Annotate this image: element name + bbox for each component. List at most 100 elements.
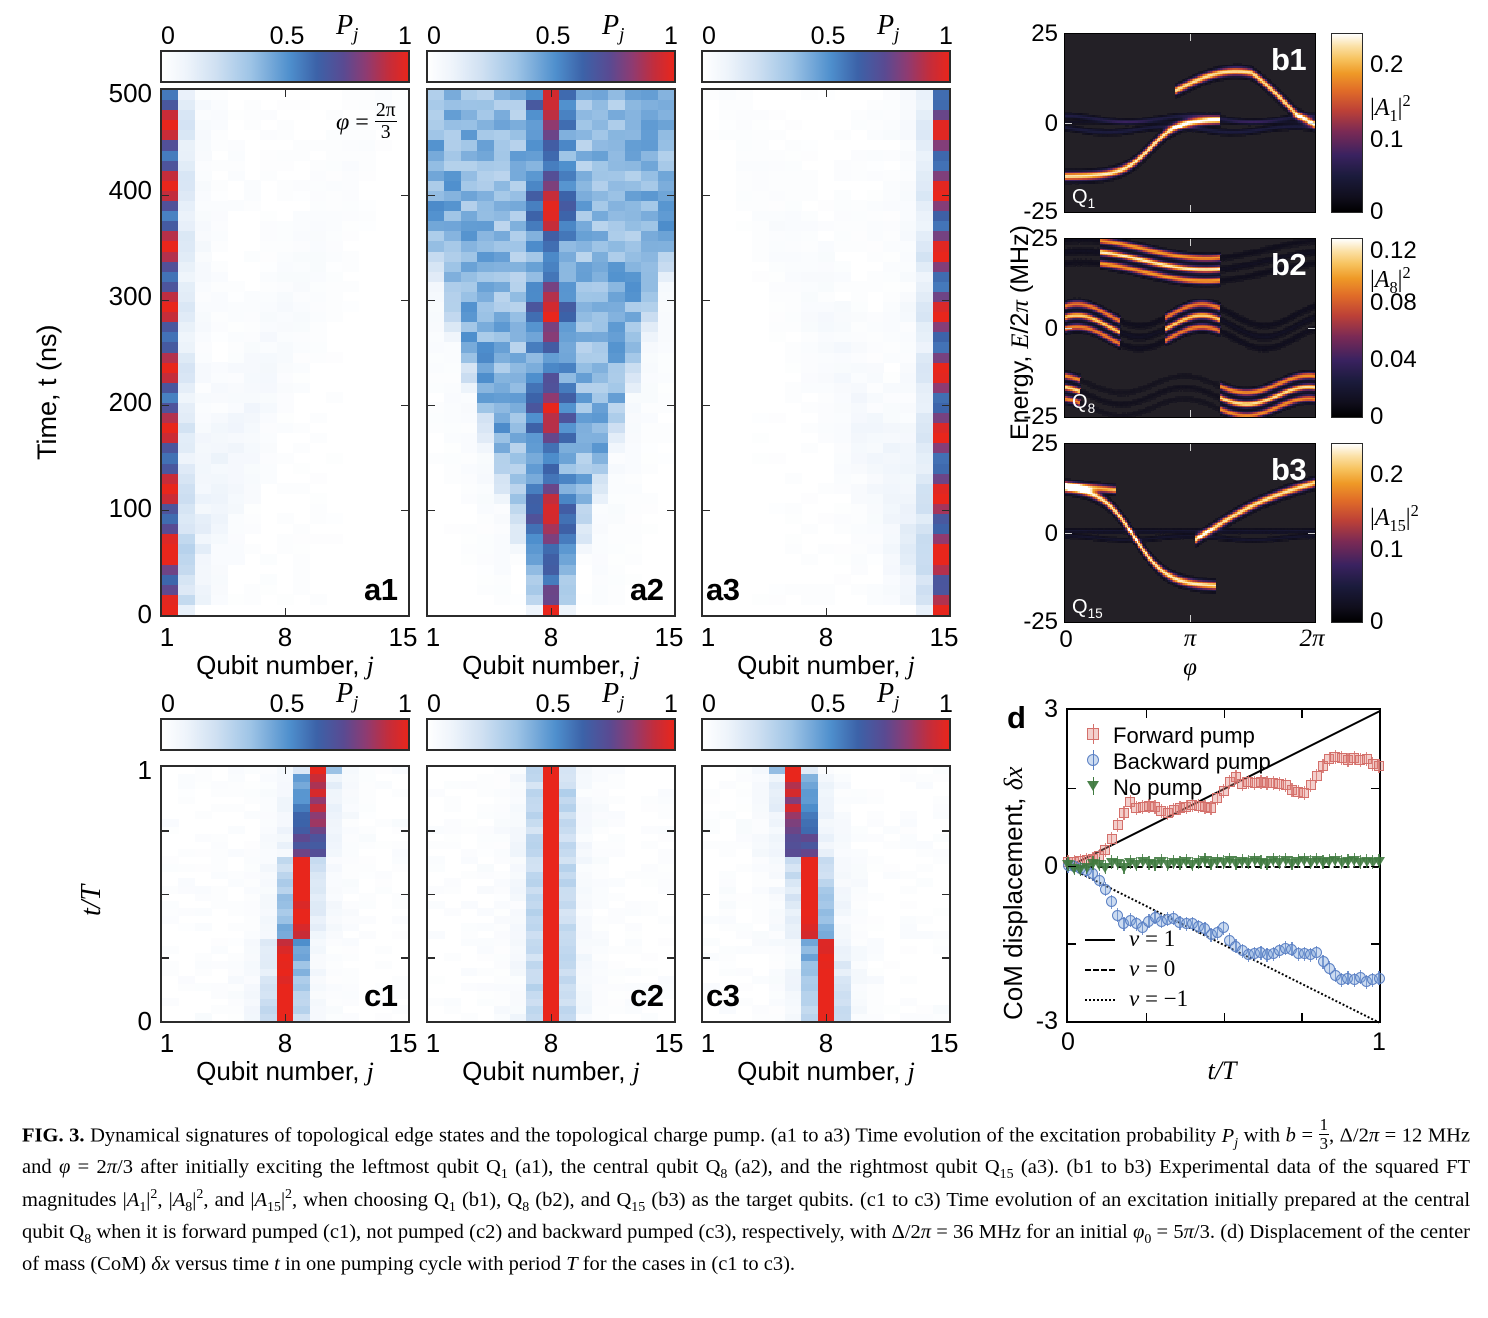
heatmap-cell	[834, 503, 851, 514]
heatmap-cell	[461, 901, 478, 909]
heatmap-cell	[326, 392, 343, 403]
heatmap-cell	[658, 221, 675, 232]
heatmap-cell	[526, 789, 543, 797]
heatmap-cell	[559, 281, 576, 292]
heatmap-cell	[576, 534, 593, 545]
heatmap-cell	[608, 231, 625, 242]
heatmap-cell	[428, 856, 445, 864]
heatmap-cell	[641, 160, 658, 171]
heatmap-cell	[752, 826, 769, 834]
heatmap-cell	[608, 100, 625, 111]
heatmap-cell	[543, 423, 560, 434]
heatmap-cell	[785, 180, 802, 191]
heatmap-cell	[178, 503, 195, 514]
heatmap-cell	[162, 180, 179, 191]
heatmap-cell	[851, 170, 868, 181]
heatmap-cell	[477, 392, 494, 403]
heatmap-cell	[559, 130, 576, 141]
heatmap-cell	[461, 473, 478, 484]
heatmap-cell	[211, 392, 228, 403]
heatmap-cell	[244, 392, 261, 403]
heatmap-cell	[162, 908, 179, 916]
heatmap-cell	[736, 789, 753, 797]
heatmap-cell	[559, 291, 576, 302]
heatmap-cell	[608, 513, 625, 524]
heatmap-cell	[608, 463, 625, 474]
heatmap-cell	[883, 423, 900, 434]
heatmap-cell	[477, 826, 494, 834]
heatmap-cell	[444, 453, 461, 464]
heatmap-cell	[608, 893, 625, 901]
heatmap-cell	[211, 433, 228, 444]
heatmap-cell	[162, 864, 179, 872]
heatmap-cell	[543, 180, 560, 191]
heatmap-cell	[818, 544, 835, 555]
heatmap-cell	[277, 864, 294, 872]
heatmap-cell	[818, 241, 835, 252]
heatmap-cell	[359, 871, 376, 879]
panel-c2-xlabel: Qubit number, j	[462, 1058, 640, 1085]
heatmap-cell	[526, 241, 543, 252]
heatmap-cell	[228, 789, 245, 797]
heatmap-cell	[658, 433, 675, 444]
heatmap-cell	[576, 140, 593, 151]
heatmap-cell	[428, 130, 445, 141]
heatmap-cell	[752, 110, 769, 121]
heatmap-cell	[494, 574, 511, 585]
heatmap-cell	[576, 473, 593, 484]
heatmap-cell	[228, 901, 245, 909]
heatmap-cell	[933, 849, 950, 857]
heatmap-cell	[310, 856, 327, 864]
heatmap-cell	[326, 513, 343, 524]
heatmap-cell	[658, 382, 675, 393]
heatmap-cell	[510, 271, 527, 282]
heatmap-cell	[494, 473, 511, 484]
heatmap-cell	[785, 819, 802, 827]
heatmap-cell	[851, 200, 868, 211]
heatmap-cell	[736, 200, 753, 211]
heatmap-cell	[933, 796, 950, 804]
heatmap-cell	[293, 1005, 310, 1013]
heatmap-cell	[608, 819, 625, 827]
heatmap-cell	[293, 301, 310, 312]
heatmap-cell	[543, 983, 560, 991]
heatmap-cell	[228, 493, 245, 504]
heatmap-cell	[658, 362, 675, 373]
heatmap-cell	[752, 901, 769, 909]
heatmap-cell	[641, 291, 658, 302]
heatmap-cell	[916, 433, 933, 444]
heatmap-cell	[444, 382, 461, 393]
heatmap-cell	[342, 916, 359, 924]
heatmap-cell	[310, 281, 327, 292]
heatmap-cell	[178, 849, 195, 857]
heatmap-cell	[310, 200, 327, 211]
heatmap-cell	[916, 594, 933, 605]
heatmap-cell	[703, 938, 720, 946]
heatmap-cell	[277, 120, 294, 131]
axis-tick	[162, 510, 169, 512]
heatmap-cell	[211, 594, 228, 605]
panel-c1-xlabel: Qubit number, j	[196, 1058, 374, 1085]
heatmap-cell	[736, 110, 753, 121]
heatmap-cell	[494, 221, 511, 232]
cbar-c2-tick-0: 0	[427, 692, 441, 717]
heatmap-cell	[576, 781, 593, 789]
heatmap-cell	[326, 871, 343, 879]
heatmap-cell	[592, 200, 609, 211]
heatmap-cell	[342, 871, 359, 879]
heatmap-cell	[592, 826, 609, 834]
heatmap-cell	[244, 961, 261, 969]
panel-a3-xlabel: Qubit number, j	[737, 652, 915, 679]
heatmap-cell	[293, 976, 310, 984]
heatmap-cell	[818, 901, 835, 909]
heatmap-cell	[244, 998, 261, 1006]
heatmap-cell	[576, 301, 593, 312]
heatmap-cell	[543, 130, 560, 141]
heatmap-cell	[178, 291, 195, 302]
heatmap-cell	[785, 893, 802, 901]
heatmap-cell	[576, 983, 593, 991]
heatmap-cell	[608, 402, 625, 413]
heatmap-cell	[818, 908, 835, 916]
heatmap-cell	[260, 413, 277, 424]
heatmap-cell	[310, 901, 327, 909]
